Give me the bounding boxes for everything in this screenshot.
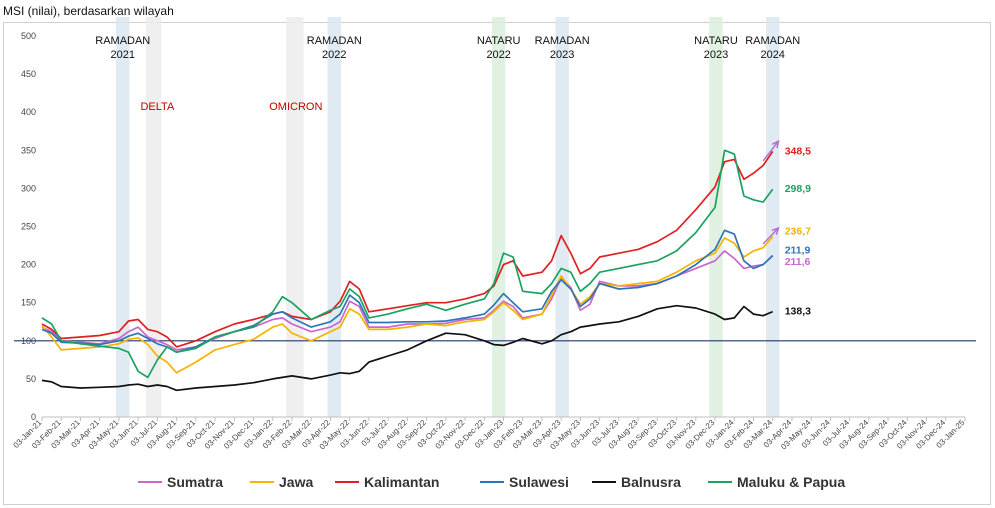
event-year-label: 2023	[704, 49, 728, 61]
y-tick-label: 500	[21, 31, 36, 41]
y-tick-label: 50	[26, 374, 36, 384]
event-labels: RAMADAN 2021 DELTA OMICRON RAMADAN 2022 NATARU…	[95, 35, 800, 113]
legend-item-label: Sumatra	[167, 474, 223, 490]
event-bands	[116, 17, 780, 417]
y-tick-label: 450	[21, 69, 36, 79]
trend-arrow-head	[771, 139, 780, 149]
trend-arrow	[762, 140, 780, 162]
event-year-label: 2022	[322, 49, 346, 61]
chart-title: MSI (nilai), berdasarkan wilayah	[3, 4, 174, 18]
series-line-sulawesi	[41, 229, 774, 354]
event-year-label: 2023	[550, 49, 574, 61]
ramadan-band	[116, 17, 130, 417]
series-line-maluku-papua	[41, 149, 774, 379]
event-label: OMICRON	[269, 101, 322, 113]
y-tick-label: 350	[21, 145, 36, 155]
legend-item-label: Kalimantan	[364, 474, 439, 490]
legend-item-label: Balnusra	[621, 474, 681, 490]
event-year-label: 2021	[111, 49, 135, 61]
nataru-band	[709, 17, 723, 417]
end-value-label: 298,9	[785, 183, 811, 195]
end-value-label: 138,3	[785, 306, 811, 318]
event-label: RAMADAN	[745, 35, 800, 47]
legend-item-label: Sulawesi	[509, 474, 569, 490]
end-value-label: 211,9	[785, 245, 811, 257]
end-value-label: 211,6	[785, 256, 811, 268]
event-label: RAMADAN	[95, 35, 150, 47]
y-tick-label: 250	[21, 222, 36, 232]
event-label: NATARU	[694, 35, 738, 47]
trend-arrow-head	[771, 226, 780, 235]
legend-item-label: Maluku & Papua	[737, 474, 845, 490]
series-line-balnusra	[41, 304, 774, 392]
trend-arrow	[762, 227, 780, 245]
event-label: RAMADAN	[307, 35, 362, 47]
ramadan-band	[555, 17, 569, 417]
y-tick-label: 200	[21, 260, 36, 270]
event-label: DELTA	[140, 101, 174, 113]
event-year-label: 2024	[760, 49, 784, 61]
y-tick-label: 300	[21, 183, 36, 193]
legend: Sumatra Jawa Kalimantan Sulawesi Balnusra Mal…	[138, 474, 845, 490]
event-year-label: 2022	[486, 49, 510, 61]
y-tick-label: 0	[31, 412, 36, 422]
covid-band	[145, 17, 162, 417]
covid-band	[286, 17, 304, 417]
end-value-label: 236,7	[785, 226, 811, 238]
y-tick-label: 150	[21, 298, 36, 308]
event-label: NATARU	[477, 35, 521, 47]
series-lines: 211,6 236,7 348,5 211,9 138,3 298,9	[41, 139, 811, 392]
ramadan-band	[765, 17, 780, 417]
series-line-jawa	[41, 236, 774, 374]
end-value-label: 348,5	[785, 145, 811, 157]
event-label: RAMADAN	[535, 35, 590, 47]
ramadan-band	[327, 17, 342, 417]
nataru-band	[491, 17, 506, 417]
series-line-kalimantan	[41, 150, 774, 348]
y-tick-label: 400	[21, 107, 36, 117]
legend-item-label: Jawa	[279, 474, 313, 490]
